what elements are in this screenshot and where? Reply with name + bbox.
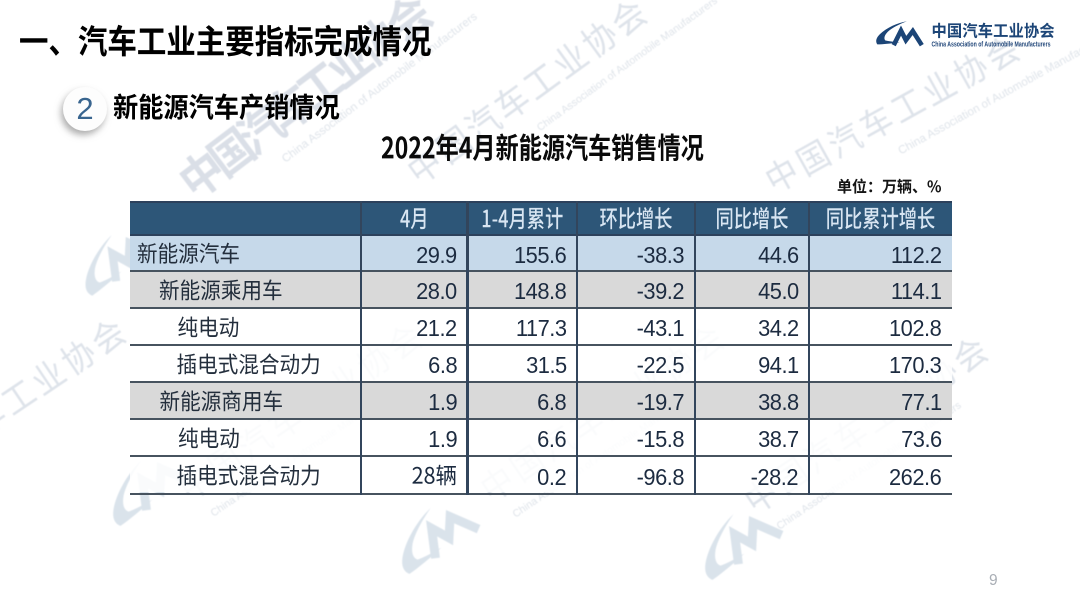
svg-text:China Association of Automobil: China Association of Automobile Manufact… xyxy=(932,42,1051,49)
